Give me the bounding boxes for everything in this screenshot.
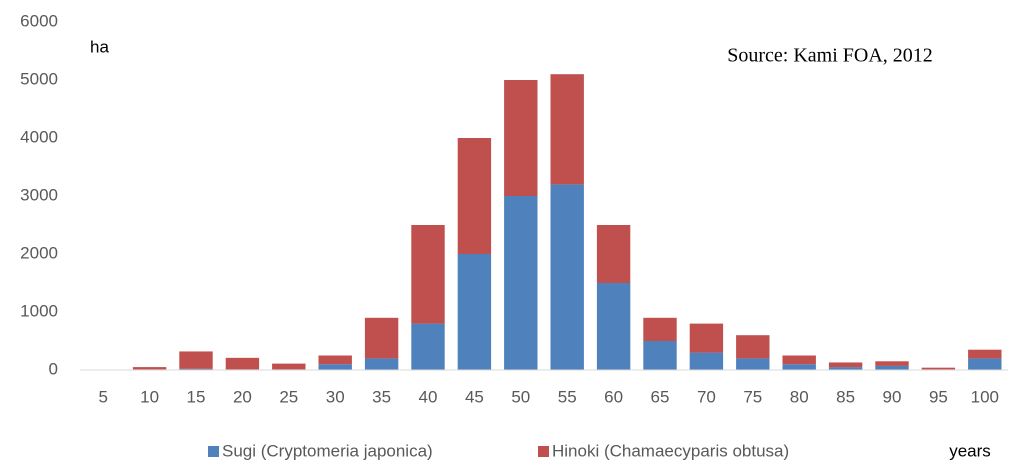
- y-tick-label: 0: [49, 359, 58, 378]
- y-tick-label: 2000: [20, 243, 58, 262]
- bar-segment: [782, 364, 816, 370]
- bar-segment: [782, 355, 816, 365]
- x-axis-label: years: [949, 441, 991, 460]
- x-tick-label: 20: [233, 387, 252, 406]
- x-tick-label: 55: [558, 387, 577, 406]
- bar-segment: [318, 355, 352, 365]
- bar-segment: [875, 361, 909, 366]
- x-tick-label: 5: [98, 387, 107, 406]
- x-tick-label: 25: [279, 387, 298, 406]
- bar-segment: [272, 363, 306, 370]
- bar-segment: [968, 358, 1002, 370]
- bar-segment: [921, 367, 956, 370]
- x-tick-label: 100: [971, 387, 999, 406]
- bar-segment: [457, 138, 492, 254]
- x-tick-label: 10: [140, 387, 159, 406]
- bar-segment: [364, 358, 399, 370]
- bar-segment: [550, 74, 584, 185]
- x-tick-label: 15: [187, 387, 206, 406]
- x-tick-label: 40: [419, 387, 438, 406]
- x-tick-label: 85: [836, 387, 855, 406]
- bar-segment: [411, 323, 445, 370]
- x-tick-label: 70: [697, 387, 716, 406]
- legend-label: Sugi (Cryptomeria japonica): [222, 441, 433, 460]
- bar-segment: [504, 196, 538, 370]
- y-tick-label: 5000: [20, 69, 58, 88]
- bar-segment: [596, 225, 631, 283]
- bar-segment: [828, 362, 863, 368]
- bar-segment: [318, 364, 352, 370]
- bar-segment: [504, 80, 538, 196]
- x-tick-label: 30: [326, 387, 345, 406]
- bar-segment: [550, 184, 584, 370]
- x-tick-label: 60: [604, 387, 623, 406]
- x-tick-label: 65: [651, 387, 670, 406]
- x-tick-label: 80: [790, 387, 809, 406]
- y-tick-label: 1000: [20, 301, 58, 320]
- x-tick-label: 45: [465, 387, 484, 406]
- bar-segment: [828, 367, 863, 370]
- bar-segment: [968, 349, 1002, 359]
- bar-segment: [411, 225, 445, 324]
- x-tick-label: 35: [372, 387, 391, 406]
- bar-segment: [132, 367, 167, 370]
- bar-segment: [736, 358, 770, 370]
- legend-swatch: [538, 446, 549, 457]
- bar-segment: [875, 365, 909, 370]
- bar-segment: [643, 317, 677, 341]
- bar-segment: [179, 368, 213, 370]
- bar-segment: [364, 317, 399, 359]
- y-tick-label: 6000: [20, 11, 58, 30]
- x-tick-label: 95: [929, 387, 948, 406]
- legend-label: Hinoki (Chamaecyparis obtusa): [552, 441, 789, 460]
- bar-segment: [457, 254, 492, 370]
- bar-segment: [689, 352, 724, 370]
- x-tick-label: 75: [743, 387, 762, 406]
- x-tick-label: 50: [511, 387, 530, 406]
- annotation: Source: Kami FOA, 2012: [727, 45, 933, 67]
- bar-segment: [689, 323, 724, 353]
- x-tick-label: 90: [883, 387, 902, 406]
- y-tick-label: 3000: [20, 185, 58, 204]
- bar-segment: [736, 335, 770, 359]
- bar-segment: [225, 357, 260, 370]
- bar-segment: [596, 283, 631, 370]
- y-axis-label: ha: [90, 37, 109, 56]
- bar-segment: [179, 351, 213, 369]
- y-tick-label: 4000: [20, 127, 58, 146]
- legend-swatch: [208, 446, 219, 457]
- bar-segment: [643, 341, 677, 370]
